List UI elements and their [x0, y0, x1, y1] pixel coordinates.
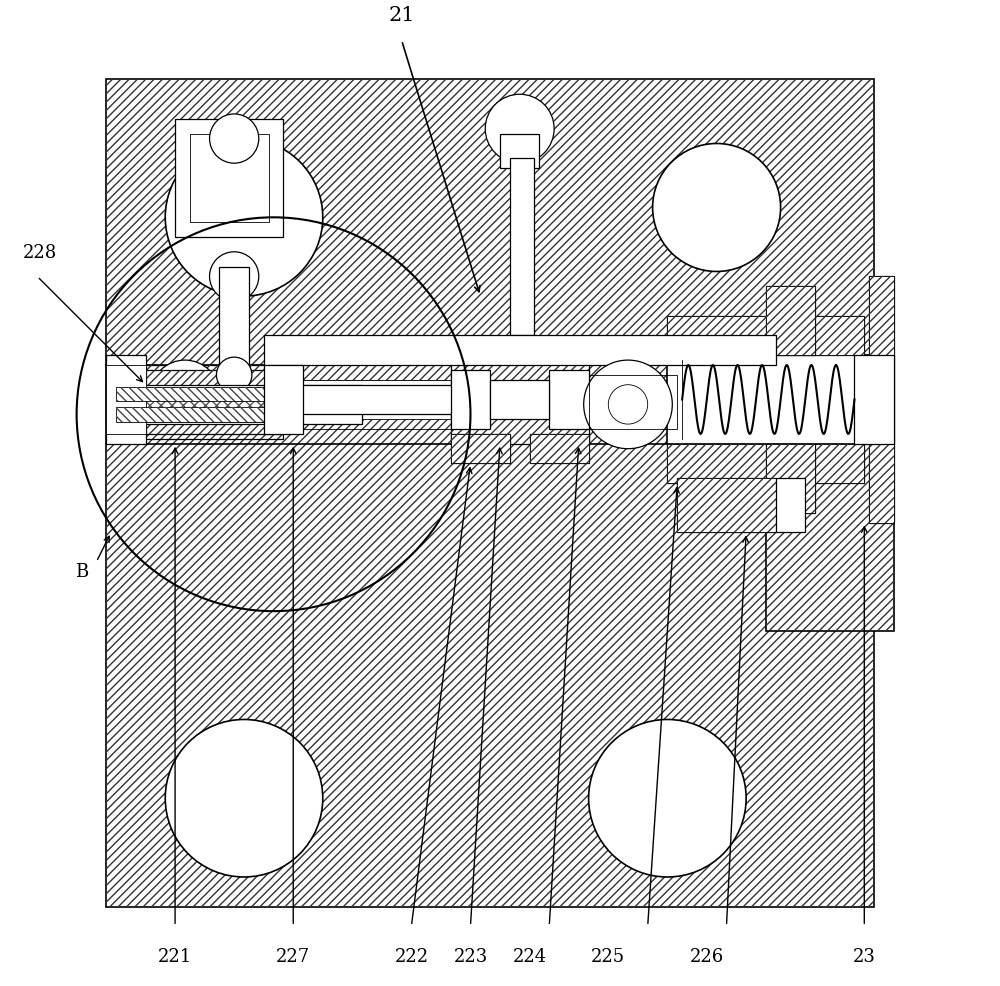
Circle shape: [584, 360, 672, 449]
Bar: [549, 370, 589, 429]
Bar: [106, 355, 146, 444]
Text: 225: 225: [591, 948, 625, 965]
Bar: [530, 434, 589, 463]
Circle shape: [608, 385, 648, 424]
Text: 224: 224: [512, 948, 547, 965]
Bar: [219, 266, 249, 375]
Bar: [667, 316, 864, 355]
Bar: [116, 387, 274, 401]
Circle shape: [165, 139, 323, 296]
Text: 228: 228: [22, 244, 57, 261]
Circle shape: [165, 720, 323, 877]
Text: B: B: [75, 563, 88, 581]
Bar: [116, 387, 274, 422]
Circle shape: [210, 251, 259, 301]
Circle shape: [653, 144, 781, 271]
Bar: [766, 286, 815, 355]
Bar: [106, 365, 146, 434]
Bar: [589, 375, 677, 429]
Bar: [106, 80, 874, 906]
Bar: [106, 404, 362, 424]
Bar: [264, 365, 303, 434]
Text: 226: 226: [690, 948, 724, 965]
Bar: [106, 365, 283, 439]
Bar: [510, 158, 534, 335]
Bar: [667, 355, 864, 444]
Bar: [667, 316, 864, 355]
Circle shape: [485, 95, 554, 163]
Bar: [766, 286, 815, 355]
Circle shape: [150, 360, 219, 429]
Bar: [530, 434, 589, 463]
Bar: [869, 276, 894, 523]
Bar: [106, 80, 874, 906]
Bar: [116, 407, 274, 422]
Text: 227: 227: [276, 948, 310, 965]
Bar: [766, 355, 894, 631]
Bar: [500, 134, 539, 168]
Bar: [854, 355, 894, 444]
Bar: [116, 407, 274, 422]
Bar: [264, 380, 539, 419]
Text: 221: 221: [158, 948, 192, 965]
Bar: [530, 434, 589, 463]
Bar: [116, 387, 274, 401]
Circle shape: [210, 114, 259, 163]
Bar: [766, 286, 815, 355]
Bar: [776, 478, 805, 532]
Bar: [106, 365, 283, 439]
Bar: [451, 434, 510, 463]
Bar: [869, 276, 894, 523]
Bar: [766, 355, 894, 631]
Text: 21: 21: [388, 6, 415, 26]
Bar: [766, 444, 815, 513]
Bar: [451, 355, 589, 444]
Bar: [106, 370, 283, 434]
Bar: [677, 478, 776, 532]
Bar: [175, 119, 283, 237]
Bar: [106, 385, 362, 404]
Bar: [264, 335, 776, 365]
Bar: [451, 434, 510, 463]
Bar: [451, 434, 510, 463]
Bar: [766, 444, 815, 513]
Bar: [451, 355, 589, 444]
Bar: [106, 370, 283, 434]
Bar: [869, 276, 894, 523]
Bar: [264, 385, 539, 414]
Bar: [667, 444, 864, 483]
Text: 23: 23: [853, 948, 876, 965]
Bar: [667, 316, 864, 355]
Text: 223: 223: [453, 948, 488, 965]
Circle shape: [589, 720, 746, 877]
Text: 222: 222: [394, 948, 428, 965]
Bar: [677, 478, 776, 532]
Bar: [677, 478, 776, 532]
Bar: [766, 444, 815, 513]
Bar: [667, 444, 864, 483]
Bar: [116, 387, 274, 422]
Bar: [451, 370, 490, 429]
Bar: [490, 380, 549, 419]
Bar: [667, 444, 864, 483]
Circle shape: [216, 357, 252, 392]
Bar: [190, 134, 269, 222]
